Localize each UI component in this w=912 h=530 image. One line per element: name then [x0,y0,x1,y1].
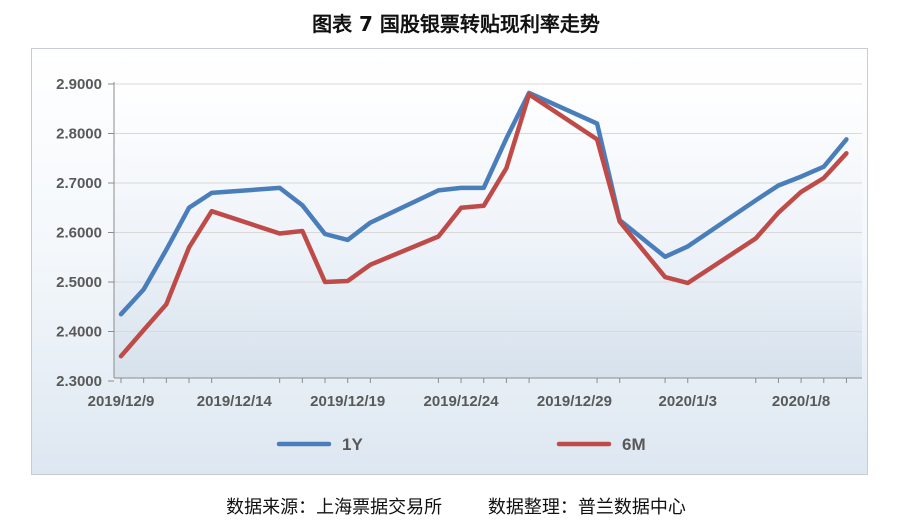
y-tick-label: 2.3000 [56,373,102,390]
series-line-1Y [118,90,849,317]
plot-area [114,82,862,378]
data-source-note: 数据来源：上海票据交易所 数据整理：普兰数据中心 [226,497,686,518]
y-tick-label: 2.8000 [56,126,102,143]
chart-frame: 2.3000 2.4000 2.5000 2.6000 2.7000 2.8000 2.90… [31,48,868,475]
legend-label-1Y: 1Y [342,435,363,454]
x-tick-label: 2019/12/14 [197,393,273,410]
x-tick-label: 2020/1/3 [659,393,717,410]
series-line-6M [118,92,849,359]
y-tick-label: 2.5000 [56,274,102,291]
legend-label-6M: 6M [622,435,646,454]
y-tick-label: 2.6000 [56,225,102,242]
x-tick-label: 2019/12/19 [310,393,385,410]
chart-title: 图表 7 国股银票转贴现利率走势 [312,12,600,36]
line-chart: 2.3000 2.4000 2.5000 2.6000 2.7000 2.8000 2.90… [56,76,862,454]
y-tick-label: 2.4000 [56,324,102,341]
x-tick-label: 2019/12/24 [424,393,500,410]
y-tick-label: 2.9000 [56,76,102,93]
x-tick-label: 2019/12/29 [537,393,612,410]
x-tick-label: 2020/1/8 [772,393,830,410]
y-tick-label: 2.7000 [56,175,102,192]
x-tick-label: 2019/12/9 [88,393,155,410]
